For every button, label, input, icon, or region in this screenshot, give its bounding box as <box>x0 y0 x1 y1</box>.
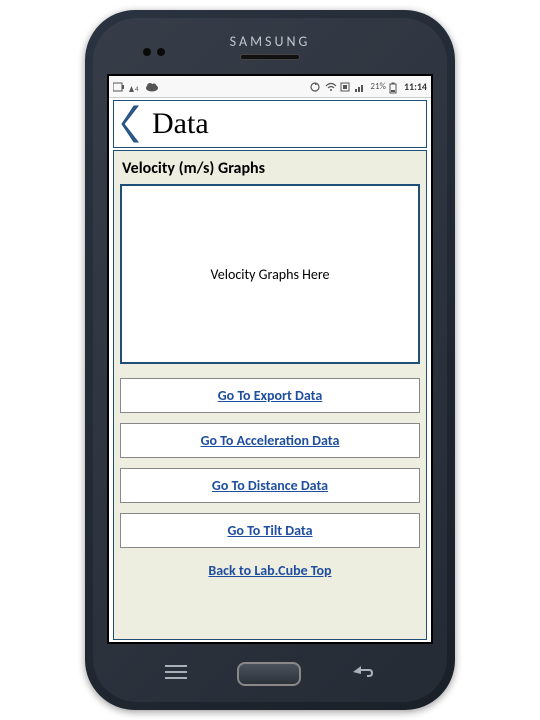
home-hw-button[interactable] <box>237 662 301 686</box>
battery-small-icon <box>113 82 125 92</box>
sensor-dot <box>157 48 165 56</box>
screen: 4 <box>107 74 433 644</box>
page-title: Data <box>148 107 209 141</box>
battery-icon <box>389 82 401 92</box>
top-hardware: SAMSUNG <box>93 18 447 74</box>
distance-data-link[interactable]: Go To Distance Data <box>120 468 420 503</box>
bottom-hardware <box>93 644 447 702</box>
sensor-dot <box>143 48 151 56</box>
app-header: Data <box>113 100 427 148</box>
battery-percent: 21% <box>370 81 386 92</box>
back-chevron-icon <box>120 104 142 144</box>
menu-icon <box>165 664 187 680</box>
acceleration-data-link[interactable]: Go To Acceleration Data <box>120 423 420 458</box>
phone-body: SAMSUNG 4 <box>93 18 447 702</box>
section-title: Velocity (m/s) Graphs <box>120 157 420 184</box>
back-hw-button[interactable] <box>351 664 375 685</box>
back-arrow-icon <box>351 664 375 680</box>
phone-frame: SAMSUNG 4 <box>85 10 455 710</box>
speaker-grill <box>240 54 300 60</box>
sync-icon <box>310 82 322 92</box>
velocity-graph-placeholder: Velocity Graphs Here <box>120 184 420 364</box>
status-clock: 11:14 <box>404 80 427 93</box>
back-to-top-link[interactable]: Back to Lab.Cube Top <box>120 558 420 583</box>
cloud-icon <box>145 82 157 92</box>
status-bar: 4 <box>109 76 431 98</box>
content-area: Velocity (m/s) Graphs Velocity Graphs He… <box>113 150 427 640</box>
nfc-icon <box>340 82 352 92</box>
back-button[interactable] <box>114 102 148 146</box>
menu-hw-button[interactable] <box>165 664 187 685</box>
tilt-data-link[interactable]: Go To Tilt Data <box>120 513 420 548</box>
wifi-icon <box>325 82 337 92</box>
svg-text:4: 4 <box>135 84 139 92</box>
device-brand: SAMSUNG <box>230 33 311 50</box>
cell-signal-icon <box>355 82 367 92</box>
signal-icon: 4 <box>129 82 141 92</box>
export-data-link[interactable]: Go To Export Data <box>120 378 420 413</box>
graph-placeholder-text: Velocity Graphs Here <box>211 266 330 283</box>
